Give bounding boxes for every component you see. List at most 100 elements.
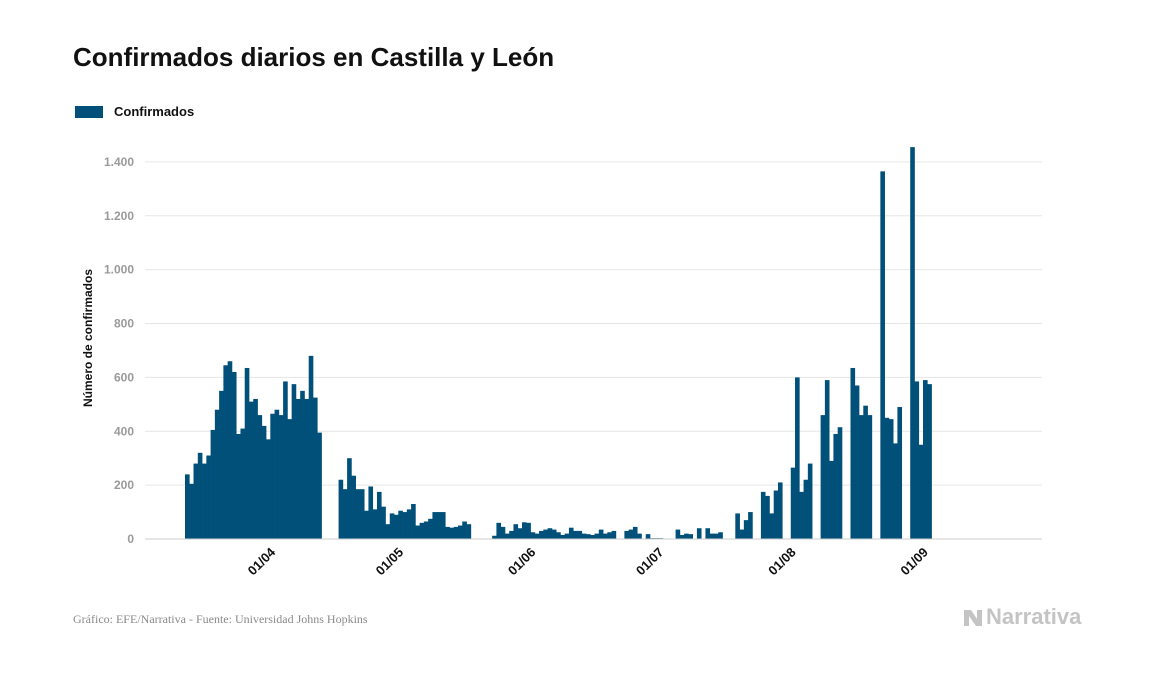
bar [833,433,839,539]
bar [462,521,467,539]
bar [551,529,557,539]
bar [803,479,809,539]
x-axis-ticks: 01/04 01/05 01/06 01/07 01/08 01/09 [245,544,931,578]
bar [214,409,220,539]
bar [684,533,689,539]
bar [257,415,263,539]
bar [227,361,233,539]
bar [504,533,510,539]
bar [526,522,531,539]
bar [773,490,779,539]
bar [411,503,416,539]
bar [577,530,583,539]
bar [560,534,566,539]
bar [927,384,932,539]
bar [539,530,544,539]
bar [189,483,194,539]
bar [359,489,365,539]
bar [586,534,591,539]
bar [893,443,898,539]
x-tick-label: 01/09 [897,545,931,579]
y-tick-label: 800 [114,317,134,331]
bar [240,428,246,539]
bar [274,409,280,539]
bar [197,452,203,539]
bar [287,419,292,539]
bar [202,463,207,539]
brand-name: Narrativa [986,604,1082,629]
bar [389,513,395,539]
legend: Confirmados [75,104,194,119]
bar [436,512,442,539]
bars [185,147,932,540]
bar [402,512,408,539]
gridlines [145,161,1042,486]
bar [854,385,860,539]
bar [317,432,322,539]
bar [598,529,604,539]
bar [253,398,258,539]
bar [824,380,830,539]
bar [765,495,770,539]
y-tick-label: 0 [127,532,134,546]
bar [291,384,297,539]
bar [458,525,463,539]
bar [611,530,617,539]
bar [219,390,224,539]
legend-label: Confirmados [114,104,195,119]
bar [888,419,894,539]
bar [419,522,425,539]
narrativa-logo-icon [964,610,982,626]
bar [807,463,813,539]
bar [517,528,523,539]
bar [709,533,715,539]
bar [295,398,301,539]
bar [423,521,429,539]
bar [206,455,211,539]
bar [748,512,753,539]
bar [760,491,766,539]
chart-title: Confirmados diarios en Castilla y León [73,42,555,72]
bar [300,390,305,539]
bar [308,355,314,539]
bar [795,377,800,539]
x-tick-label: 01/05 [373,545,407,579]
bar [347,458,352,539]
bar [185,474,190,539]
bar [547,528,553,539]
bar [573,530,578,539]
bar [918,444,924,539]
bar [923,380,928,539]
bar [522,522,527,539]
bar [688,534,693,539]
bar [739,529,745,539]
bar [581,533,587,539]
bar [193,463,199,539]
bar [696,528,702,539]
bar [496,522,502,539]
bar [445,526,450,539]
bar [266,439,271,539]
y-axis-label: Número de confirmados [81,269,95,407]
x-tick-label: 01/08 [765,545,799,579]
bar [385,524,391,539]
bar [603,533,608,539]
bar [466,524,472,539]
bar [829,460,834,539]
y-tick-label: 600 [114,370,134,384]
bar [777,482,783,539]
bar [743,520,749,539]
bar [790,467,796,539]
y-tick-label: 1.400 [104,155,134,169]
bar [248,401,254,539]
bar [355,489,361,539]
bar [713,533,719,539]
bar [376,491,382,539]
bar [914,381,920,539]
bar [278,415,284,539]
bar [394,514,399,539]
bar [735,513,740,539]
bar [449,527,455,539]
bar [837,427,843,539]
